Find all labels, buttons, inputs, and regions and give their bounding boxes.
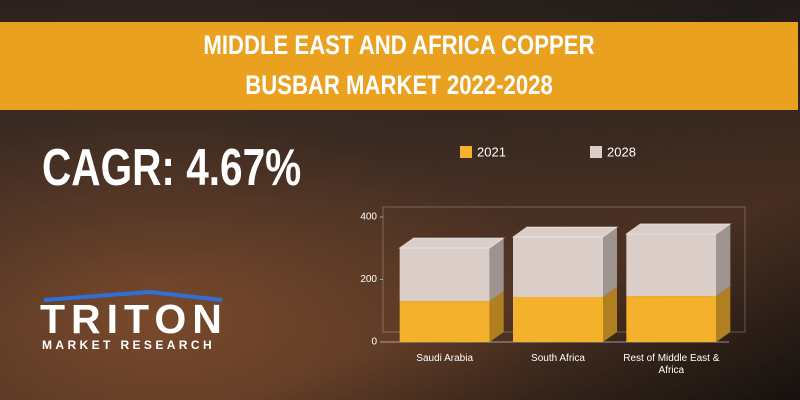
title-banner: MIDDLE EAST AND AFRICA COPPER BUSBAR MAR… xyxy=(0,22,798,110)
brand-tagline: MARKET RESEARCH xyxy=(42,338,216,352)
bar-side xyxy=(603,287,617,342)
legend-label: 2028 xyxy=(607,144,636,159)
legend-swatch xyxy=(590,146,602,158)
title-line: BUSBAR MARKET 2022-2028 xyxy=(245,70,553,100)
legend-label: 2021 xyxy=(477,144,506,159)
bar-side xyxy=(489,237,504,302)
bar-top xyxy=(398,237,506,249)
bar-top xyxy=(624,223,732,235)
y-tick-label: 400 xyxy=(360,212,377,223)
cagr: CAGR: 4.67% xyxy=(42,139,302,197)
bar xyxy=(399,247,490,302)
bar xyxy=(626,233,717,297)
bar xyxy=(626,296,717,342)
bar-side xyxy=(489,291,504,342)
legend-swatch xyxy=(460,146,472,158)
x-tick-label: Saudi Arabia xyxy=(416,353,474,364)
logo-arc xyxy=(43,289,223,302)
brand-name: TRITON xyxy=(40,296,228,342)
title-line: MIDDLE EAST AND AFRICA COPPER xyxy=(203,30,595,60)
x-tick-label: Rest of Middle East & Africa xyxy=(623,353,720,376)
bar xyxy=(399,301,490,342)
bar-side xyxy=(603,227,617,297)
bar-side xyxy=(716,223,731,297)
bar xyxy=(513,237,603,297)
y-tick-label: 0 xyxy=(371,337,377,348)
x-tick-label: South Africa xyxy=(531,353,585,364)
y-tick-label: 200 xyxy=(360,274,377,285)
bar-top xyxy=(511,226,619,238)
bar-side xyxy=(716,286,731,342)
bar xyxy=(513,297,603,342)
